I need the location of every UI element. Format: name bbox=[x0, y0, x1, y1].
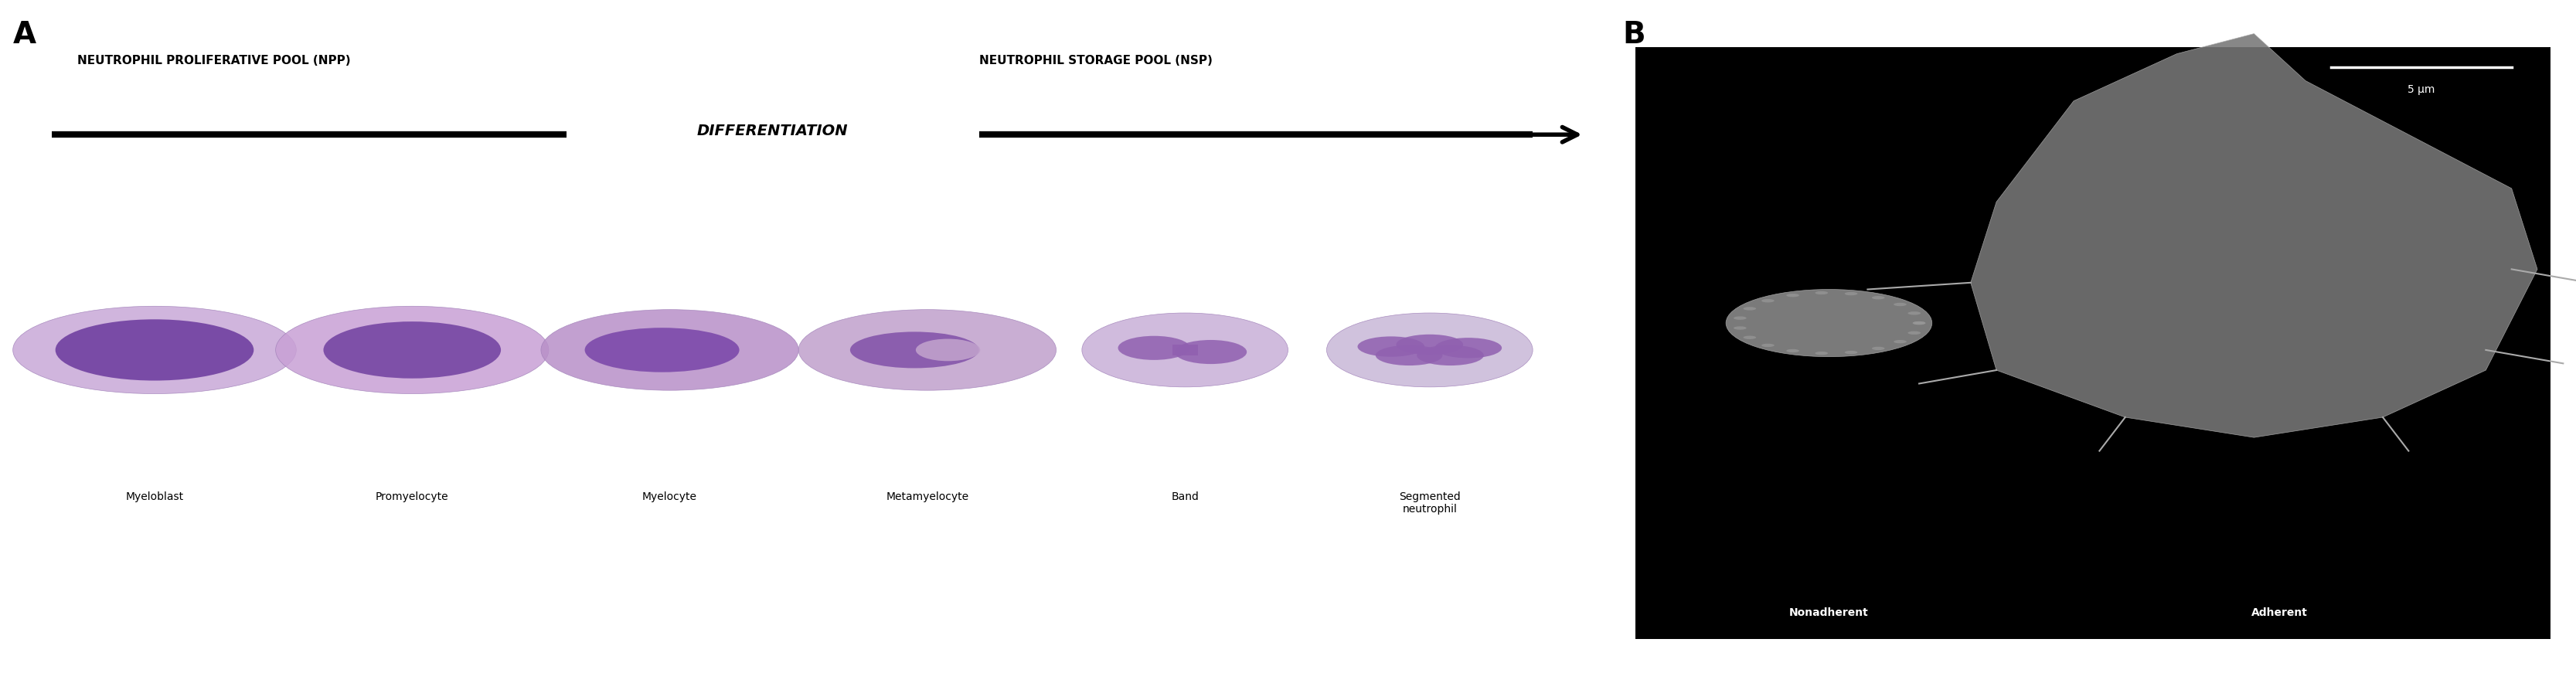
Ellipse shape bbox=[276, 306, 549, 394]
Ellipse shape bbox=[1396, 334, 1463, 355]
Text: Band: Band bbox=[1172, 491, 1198, 502]
Ellipse shape bbox=[1762, 344, 1775, 347]
Ellipse shape bbox=[1873, 347, 1886, 350]
Text: NEUTROPHIL STORAGE POOL (NSP): NEUTROPHIL STORAGE POOL (NSP) bbox=[979, 55, 1213, 67]
Text: Promyelocyte: Promyelocyte bbox=[376, 491, 448, 502]
Bar bbox=[1636, 47, 2550, 639]
Ellipse shape bbox=[1744, 307, 1757, 310]
Ellipse shape bbox=[1893, 303, 1906, 306]
Polygon shape bbox=[1172, 345, 1198, 355]
Ellipse shape bbox=[1909, 312, 1922, 315]
Ellipse shape bbox=[1816, 351, 1829, 355]
Ellipse shape bbox=[1082, 313, 1288, 387]
Text: Myeloblast: Myeloblast bbox=[126, 491, 183, 502]
Ellipse shape bbox=[1785, 349, 1798, 353]
Ellipse shape bbox=[1911, 322, 1927, 325]
Ellipse shape bbox=[1844, 351, 1857, 354]
Ellipse shape bbox=[541, 310, 799, 390]
Text: A: A bbox=[13, 20, 36, 50]
Ellipse shape bbox=[1873, 296, 1886, 299]
Text: Metamyelocyte: Metamyelocyte bbox=[886, 491, 969, 502]
Ellipse shape bbox=[1358, 336, 1425, 357]
Ellipse shape bbox=[1785, 293, 1798, 297]
Ellipse shape bbox=[1175, 340, 1247, 364]
Ellipse shape bbox=[1911, 322, 1927, 325]
Polygon shape bbox=[1971, 34, 2537, 437]
Ellipse shape bbox=[585, 328, 739, 372]
Text: Nonadherent: Nonadherent bbox=[1790, 607, 1868, 618]
Ellipse shape bbox=[1376, 345, 1443, 365]
Ellipse shape bbox=[325, 322, 500, 378]
Text: Segmented
neutrophil: Segmented neutrophil bbox=[1399, 491, 1461, 515]
Ellipse shape bbox=[1734, 326, 1747, 330]
Ellipse shape bbox=[799, 310, 1056, 390]
Ellipse shape bbox=[1893, 340, 1906, 343]
Text: Myelocyte: Myelocyte bbox=[641, 491, 698, 502]
Ellipse shape bbox=[1327, 313, 1533, 387]
Ellipse shape bbox=[13, 306, 296, 394]
Ellipse shape bbox=[1744, 336, 1757, 339]
Ellipse shape bbox=[1417, 345, 1484, 365]
Ellipse shape bbox=[1435, 338, 1502, 358]
Ellipse shape bbox=[1762, 299, 1775, 302]
Ellipse shape bbox=[850, 332, 979, 368]
Text: 5 μm: 5 μm bbox=[2409, 84, 2434, 95]
Ellipse shape bbox=[57, 320, 252, 381]
Ellipse shape bbox=[1909, 331, 1922, 334]
Ellipse shape bbox=[1734, 316, 1747, 320]
Ellipse shape bbox=[917, 339, 979, 361]
Ellipse shape bbox=[1726, 289, 1932, 357]
Ellipse shape bbox=[1816, 291, 1829, 295]
Ellipse shape bbox=[1844, 292, 1857, 295]
Text: B: B bbox=[1623, 20, 1646, 50]
Text: NEUTROPHIL PROLIFERATIVE POOL (NPP): NEUTROPHIL PROLIFERATIVE POOL (NPP) bbox=[77, 55, 350, 67]
Text: Adherent: Adherent bbox=[2251, 607, 2308, 618]
Text: DIFFERENTIATION: DIFFERENTIATION bbox=[698, 124, 848, 139]
Ellipse shape bbox=[1118, 336, 1190, 360]
